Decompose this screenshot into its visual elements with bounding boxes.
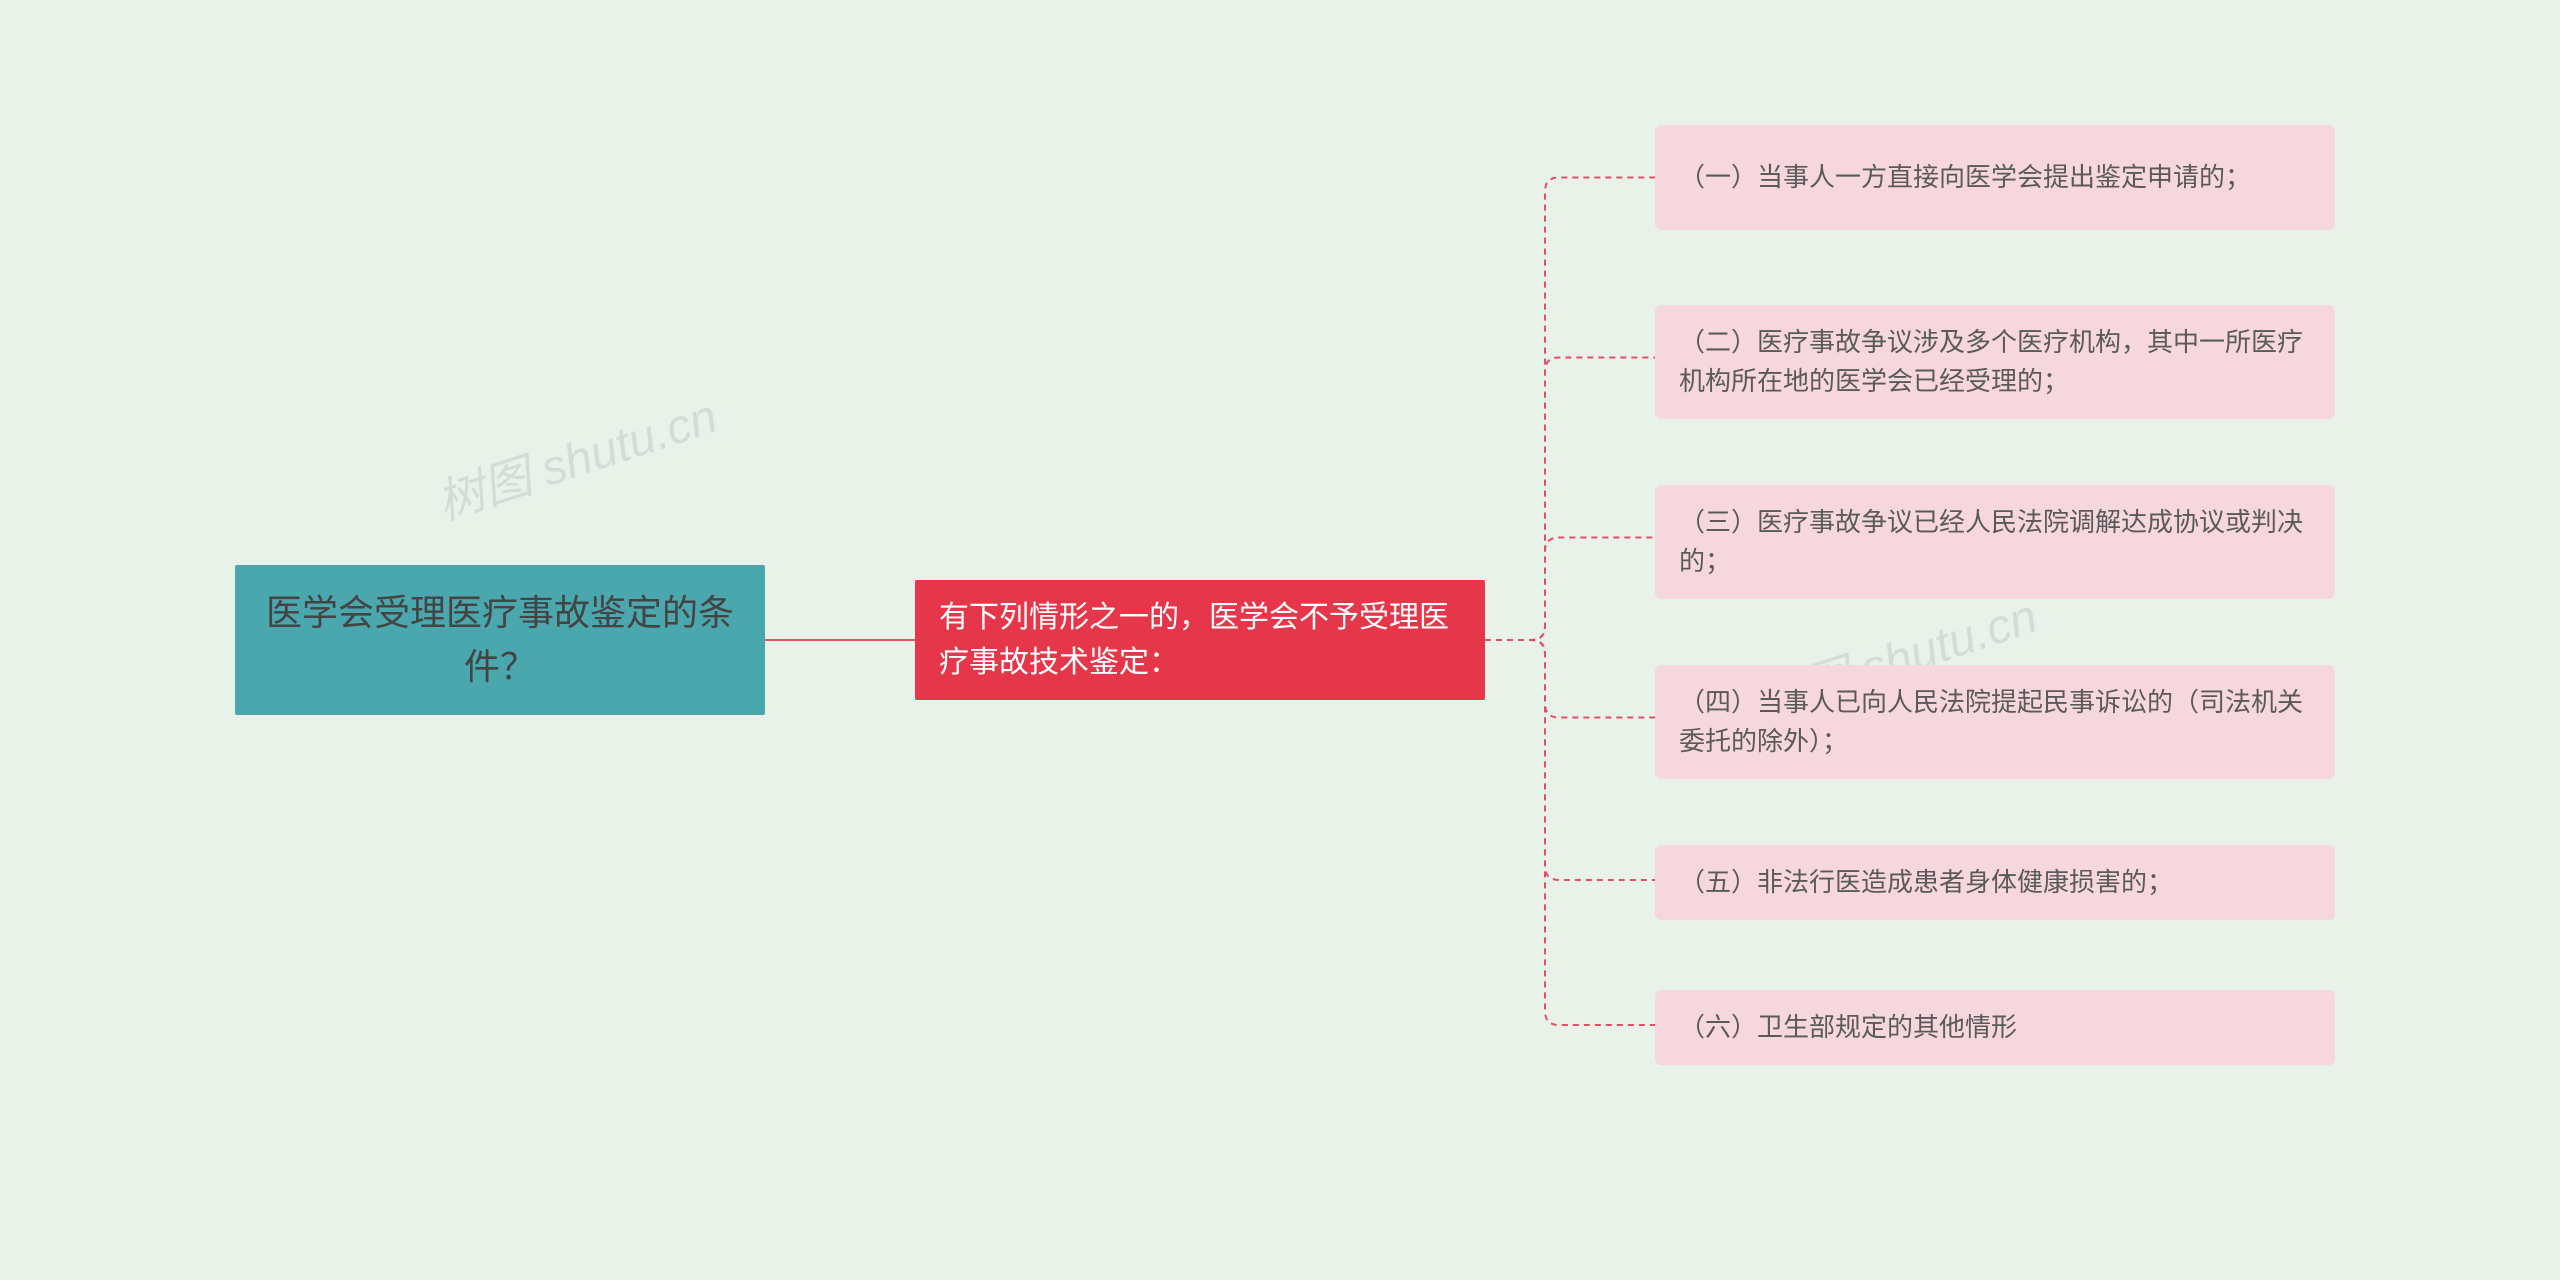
leaf-node-6[interactable]: （六）卫生部规定的其他情形 [1655, 990, 2335, 1065]
root-node[interactable]: 医学会受理医疗事故鉴定的条件？ [235, 565, 765, 715]
leaf-node-3[interactable]: （三）医疗事故争议已经人民法院调解达成协议或判决的； [1655, 485, 2335, 599]
mid-node-label: 有下列情形之一的，医学会不予受理医疗事故技术鉴定： [939, 595, 1461, 685]
leaf-label: （三）医疗事故争议已经人民法院调解达成协议或判决的； [1679, 503, 2311, 581]
leaf-label: （五）非法行医造成患者身体健康损害的； [1679, 863, 2173, 902]
leaf-label: （二）医疗事故争议涉及多个医疗机构，其中一所医疗机构所在地的医学会已经受理的； [1679, 323, 2311, 401]
mid-node[interactable]: 有下列情形之一的，医学会不予受理医疗事故技术鉴定： [915, 580, 1485, 700]
leaf-node-4[interactable]: （四）当事人已向人民法院提起民事诉讼的（司法机关委托的除外）； [1655, 665, 2335, 779]
root-node-label: 医学会受理医疗事故鉴定的条件？ [265, 586, 735, 694]
mindmap-canvas: 树图 shutu.cn 树图 shutu.cn 医学会受理医疗事故鉴定的条件？ … [0, 0, 2560, 1280]
leaf-label: （四）当事人已向人民法院提起民事诉讼的（司法机关委托的除外）； [1679, 683, 2311, 761]
leaf-node-1[interactable]: （一）当事人一方直接向医学会提出鉴定申请的； [1655, 125, 2335, 230]
watermark-1: 树图 shutu.cn [426, 377, 724, 533]
leaf-node-5[interactable]: （五）非法行医造成患者身体健康损害的； [1655, 845, 2335, 920]
leaf-label: （一）当事人一方直接向医学会提出鉴定申请的； [1679, 158, 2251, 197]
leaf-node-2[interactable]: （二）医疗事故争议涉及多个医疗机构，其中一所医疗机构所在地的医学会已经受理的； [1655, 305, 2335, 419]
leaf-label: （六）卫生部规定的其他情形 [1679, 1008, 2017, 1047]
